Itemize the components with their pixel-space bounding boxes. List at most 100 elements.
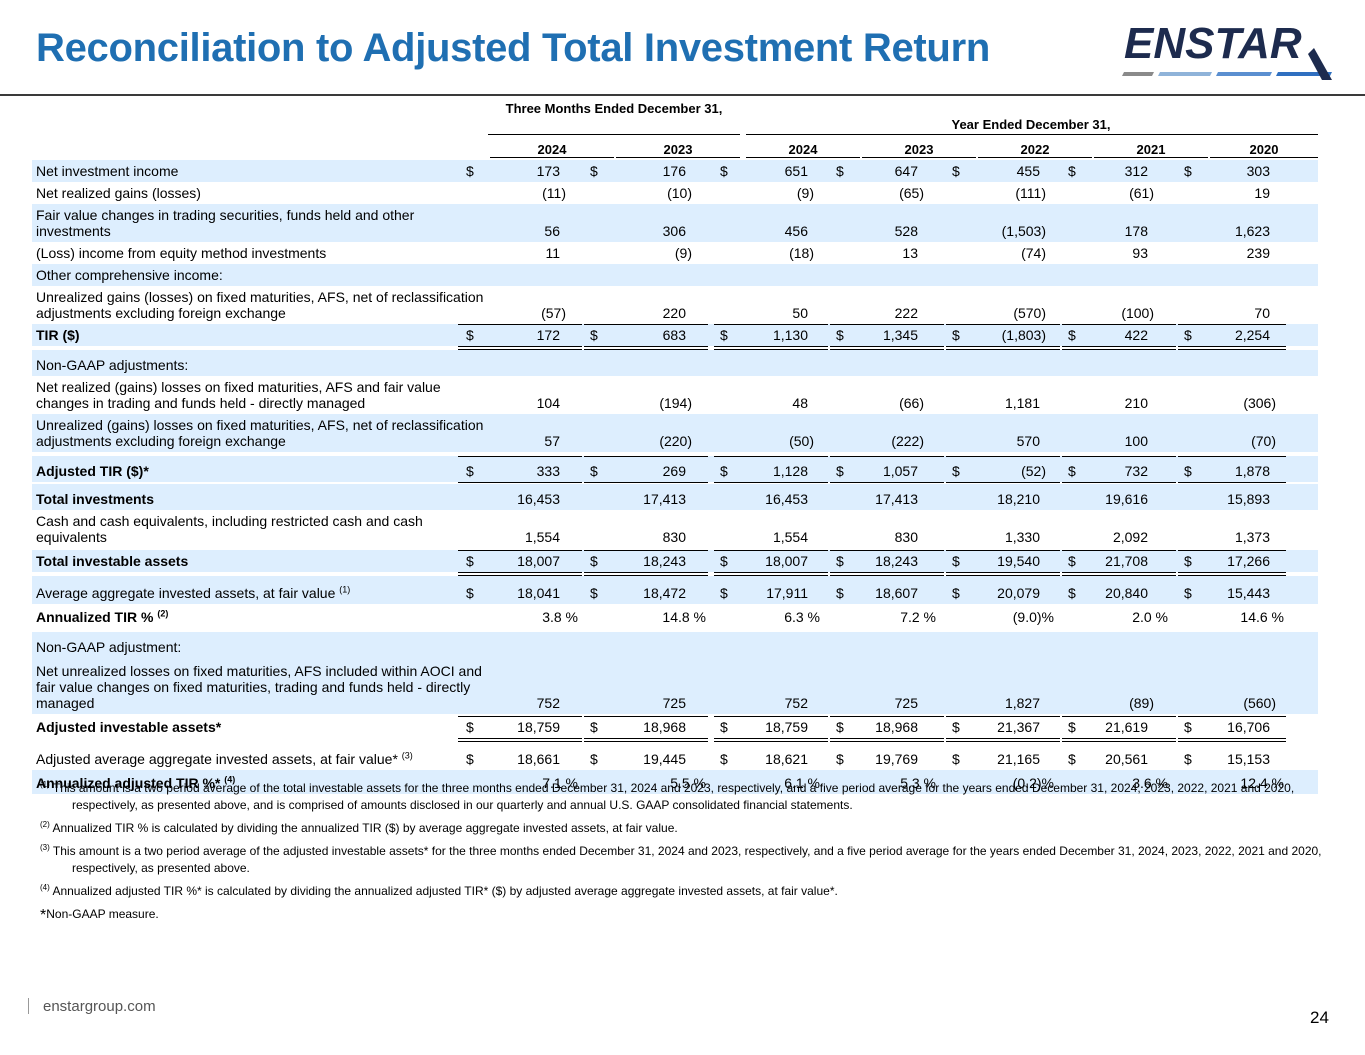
row-label-text: Net realized (gains) losses on fixed mat… [36,379,441,411]
total-double-underline [946,346,1060,347]
value-cell: 12.4 % [1240,775,1284,791]
total-overline [830,550,944,551]
total-double-underline [830,738,944,739]
currency-symbol: $ [952,719,960,735]
row-label: Total investments [36,491,492,507]
currency-symbol: $ [952,327,960,343]
row-label: Adjusted average aggregate invested asse… [36,751,492,767]
total-overline [830,456,944,457]
value-cell: 2,254 [1234,327,1270,343]
group-underline-three-months [488,134,740,135]
value-cell: 830 [662,529,686,545]
currency-symbol: $ [952,463,960,479]
total-double-underline [458,572,582,573]
year-header-1: 2023 [663,142,693,157]
footnote-text: Annualized TIR % is calculated by dividi… [52,821,678,835]
table-year-header: 2024 2023 2024 2023 2022 2021 2020 [32,136,1318,160]
footnote-marker: (1) [339,584,351,595]
row-label-text: Net realized gains (losses) [36,185,201,201]
year-header-0: 2024 [537,142,567,157]
value-cell: 172 [536,327,560,343]
total-overline [458,456,582,457]
currency-symbol: $ [836,553,844,569]
row-label-text: Non-GAAP adjustments: [36,357,189,373]
total-double-underline [584,346,708,347]
total-double-underline [714,741,828,742]
row-label: Unrealized (gains) losses on fixed matur… [36,417,492,449]
footnote-text: This amount is a two period average of t… [52,781,1295,812]
group-header-year-ended: Year Ended December 31, [951,117,1111,132]
total-double-underline [1178,482,1286,483]
currency-symbol: $ [1184,327,1192,343]
value-cell: 56 [544,223,560,239]
value-cell: 48 [792,395,808,411]
total-double-underline [714,738,828,739]
value-cell: 210 [1124,395,1148,411]
year-underline [490,157,614,158]
currency-symbol: $ [1068,585,1076,601]
total-double-underline [458,741,582,742]
table-row: Fair value changes in trading securities… [32,204,1318,242]
currency-symbol: $ [1184,719,1192,735]
table-row: Net unrealized losses on fixed maturitie… [32,658,1318,714]
value-cell: 19,445 [643,751,686,767]
total-double-underline [458,738,582,739]
footnote-number: (2) [40,820,50,829]
currency-symbol: $ [466,327,474,343]
row-label-text: Cash and cash equivalents, including res… [36,513,423,545]
total-double-underline [1062,349,1176,350]
row-label-text: Annualized adjusted TIR %* [36,775,221,791]
total-double-underline [946,575,1060,576]
currency-symbol: $ [1184,585,1192,601]
total-double-underline [830,349,944,350]
value-cell: (9) [796,185,814,201]
value-cell: 1,128 [772,463,808,479]
total-double-underline [1062,741,1176,742]
table-row: Adjusted average aggregate invested asse… [32,744,1318,770]
row-label-text: Adjusted TIR ($)* [36,463,149,479]
table-row: Total investments 16,453 17,413 16,453 17,41… [32,484,1318,510]
row-label: Net investment income [36,163,492,179]
footnote-marker: (2) [157,608,169,619]
currency-symbol: $ [466,719,474,735]
value-cell: (100) [1121,305,1154,321]
total-double-underline [1178,572,1286,573]
non-gaap-note-text: Non-GAAP measure. [46,907,159,921]
total-double-underline [946,349,1060,350]
row-label-text: Other comprehensive income: [36,267,223,283]
total-double-underline [458,349,582,350]
value-cell: 176 [662,163,686,179]
value-cell: 15,893 [1227,491,1270,507]
page-title: Reconciliation to Adjusted Total Investm… [36,26,990,70]
year-header-2: 2024 [788,142,818,157]
footnote: (1) This amount is a two period average … [40,780,1330,814]
row-label: TIR ($) [36,327,492,343]
non-gaap-note: *Non-GAAP measure. [40,906,1330,924]
currency-symbol: $ [590,327,598,343]
row-label-text: Non-GAAP adjustment: [36,639,182,655]
row-label-text: Unrealized gains (losses) on fixed matur… [36,289,484,321]
currency-symbol: $ [590,719,598,735]
total-double-underline [946,741,1060,742]
total-double-underline [584,738,708,739]
value-cell: 456 [784,223,808,239]
total-double-underline [1178,741,1286,742]
value-cell: 19,769 [875,751,918,767]
currency-symbol: $ [466,463,474,479]
currency-symbol: $ [952,751,960,767]
footnote-text: Annualized adjusted TIR %* is calculated… [52,884,838,898]
currency-symbol: $ [1068,553,1076,569]
total-overline [946,716,1060,717]
footnote-number: (1) [40,780,50,789]
value-cell: 100 [1124,433,1148,449]
value-cell: (1,503) [1001,223,1046,239]
row-label-text: (Loss) income from equity method investm… [36,245,327,261]
value-cell: 18,007 [517,553,560,569]
total-overline [584,550,708,551]
table-row: Non-GAAP adjustment: [32,632,1318,658]
value-cell: 1,181 [1004,395,1040,411]
value-cell: 18,210 [997,491,1040,507]
total-double-underline [1178,349,1286,350]
table-row: Other comprehensive income: [32,264,1318,286]
currency-symbol: $ [1184,553,1192,569]
